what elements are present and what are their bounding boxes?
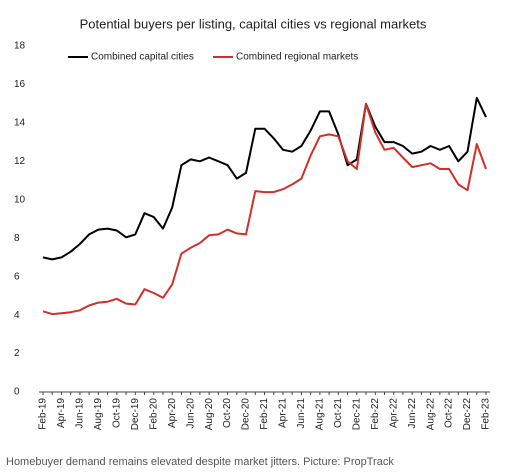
x-tick-label: Aug-20 [204, 398, 215, 431]
x-tick-label: Jun-21 [296, 398, 307, 429]
x-tick-label: Apr-21 [278, 398, 289, 428]
x-tick-label: Feb-20 [148, 398, 159, 430]
y-tick-label: 2 [14, 348, 20, 359]
x-tick-label: Oct-20 [222, 398, 233, 428]
y-tick-label: 8 [14, 233, 20, 244]
y-tick-label: 16 [14, 79, 26, 90]
x-tick-label: Aug-22 [425, 398, 436, 431]
x-tick-label: Jun-22 [407, 398, 418, 429]
y-tick-label: 6 [14, 271, 20, 282]
x-tick-label: Oct-21 [333, 398, 344, 428]
y-tick-label: 10 [14, 194, 26, 205]
x-tick-label: Feb-23 [481, 398, 492, 430]
x-tick-label: Apr-20 [167, 398, 178, 428]
x-tick-label: Jun-20 [185, 398, 196, 429]
y-tick-label: 0 [14, 387, 20, 398]
x-tick-label: Dec-21 [351, 398, 362, 431]
x-tick-label: Oct-19 [111, 398, 122, 428]
x-tick-label: Jun-19 [75, 398, 86, 429]
caption: Homebuyer demand remains elevated despit… [6, 456, 394, 468]
x-tick-label: Dec-20 [241, 398, 252, 431]
x-tick-label: Dec-22 [462, 398, 473, 431]
x-tick-label: Aug-21 [315, 398, 326, 431]
y-tick-label: 12 [14, 156, 26, 167]
x-tick-label: Aug-19 [93, 398, 104, 431]
y-tick-label: 14 [14, 118, 26, 129]
x-tick-label: Dec-19 [130, 398, 141, 431]
y-tick-label: 4 [14, 310, 20, 321]
x-tick-label: Feb-21 [259, 398, 270, 430]
x-tick-label: Apr-19 [56, 398, 67, 428]
x-tick-label: Apr-22 [388, 398, 399, 428]
y-tick-label: 18 [14, 41, 26, 52]
legend-label: Combined regional markets [236, 52, 358, 63]
x-tick-label: Feb-22 [370, 398, 381, 430]
legend-label: Combined capital cities [91, 52, 194, 63]
x-tick-label: Feb-19 [38, 398, 49, 430]
series-line [42, 102, 487, 316]
chart-title: Potential buyers per listing, capital ci… [80, 16, 427, 31]
x-tick-label: Oct-22 [444, 398, 455, 428]
series-line [42, 96, 487, 261]
